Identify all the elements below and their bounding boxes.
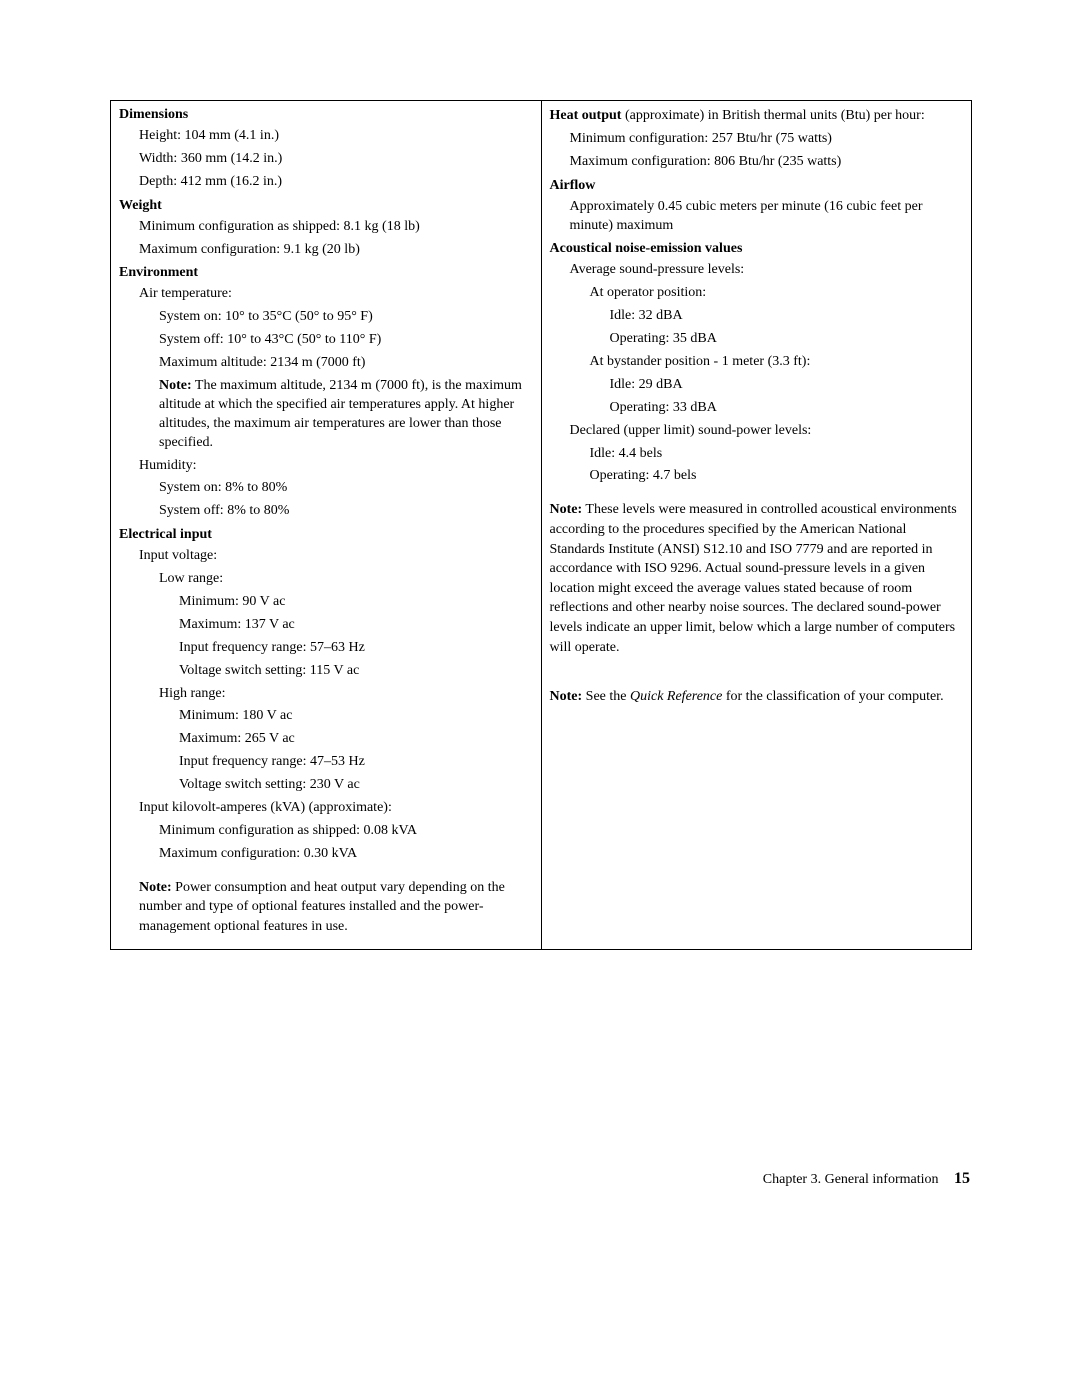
acoustic-note-text: These levels were measured in controlled… <box>550 502 957 654</box>
op-operating: Operating: 35 dBA <box>610 330 964 349</box>
spec-table: Dimensions Height: 104 mm (4.1 in.) Widt… <box>110 100 972 950</box>
input-voltage-label: Input voltage: <box>139 547 533 566</box>
by-idle: Idle: 29 dBA <box>610 376 964 395</box>
kva-label: Input kilovolt-amperes (kVA) (approximat… <box>139 799 533 818</box>
sys-off-temp: System off: 10° to 43°C (50° to 110° F) <box>159 331 533 350</box>
environment-heading: Environment <box>119 265 533 281</box>
dim-width: Width: 360 mm (14.2 in.) <box>139 150 533 169</box>
dimensions-heading: Dimensions <box>119 107 533 123</box>
by-operating: Operating: 33 dBA <box>610 399 964 418</box>
left-column: Dimensions Height: 104 mm (4.1 in.) Widt… <box>111 101 542 949</box>
heat-heading: Heat output (approximate) in British the… <box>550 107 964 126</box>
weight-max: Maximum configuration: 9.1 kg (20 lb) <box>139 241 533 260</box>
airflow-heading: Airflow <box>550 178 964 194</box>
low-range-label: Low range: <box>159 570 533 589</box>
acoustic-note-bold: Note: <box>550 502 583 517</box>
high-max: Maximum: 265 V ac <box>179 730 533 749</box>
low-switch: Voltage switch setting: 115 V ac <box>179 662 533 681</box>
high-range-label: High range: <box>159 685 533 704</box>
power-note-text: Power consumption and heat output vary d… <box>139 880 505 934</box>
heat-heading-rest: (approximate) in British thermal units (… <box>621 108 924 123</box>
high-freq: Input frequency range: 47–53 Hz <box>179 753 533 772</box>
kva-min: Minimum configuration as shipped: 0.08 k… <box>159 822 533 841</box>
electrical-heading: Electrical input <box>119 527 533 543</box>
power-note-bold: Note: <box>139 880 172 895</box>
power-note: Note: Power consumption and heat output … <box>139 878 533 937</box>
weight-heading: Weight <box>119 198 533 214</box>
decl-operating: Operating: 4.7 bels <box>590 467 964 486</box>
high-switch: Voltage switch setting: 230 V ac <box>179 776 533 795</box>
decl-idle: Idle: 4.4 bels <box>590 445 964 464</box>
dim-depth: Depth: 412 mm (16.2 in.) <box>139 173 533 192</box>
low-freq: Input frequency range: 57–63 Hz <box>179 639 533 658</box>
bystander-label: At bystander position - 1 meter (3.3 ft)… <box>590 353 964 372</box>
declared-label: Declared (upper limit) sound-power level… <box>570 422 964 441</box>
sys-on-temp: System on: 10° to 35°C (50° to 95° F) <box>159 308 533 327</box>
air-temp-label: Air temperature: <box>139 285 533 304</box>
low-max: Maximum: 137 V ac <box>179 616 533 635</box>
humidity-off: System off: 8% to 80% <box>159 502 533 521</box>
class-note-pre: See the <box>582 689 630 704</box>
footer-chapter: Chapter 3. General information <box>763 1172 939 1187</box>
weight-min: Minimum configuration as shipped: 8.1 kg… <box>139 218 533 237</box>
max-altitude: Maximum altitude: 2134 m (7000 ft) <box>159 354 533 373</box>
acoustic-heading: Acoustical noise-emission values <box>550 241 964 257</box>
kva-max: Maximum configuration: 0.30 kVA <box>159 845 533 864</box>
footer-page-number: 15 <box>954 1170 970 1187</box>
acoustic-note: Note: These levels were measured in cont… <box>550 500 964 657</box>
classification-note: Note: See the Quick Reference for the cl… <box>550 687 964 707</box>
altitude-note-text: The maximum altitude, 2134 m (7000 ft), … <box>159 378 522 450</box>
high-min: Minimum: 180 V ac <box>179 707 533 726</box>
altitude-note-bold: Note: <box>159 378 192 393</box>
page-footer: Chapter 3. General information 15 <box>110 1170 970 1188</box>
operator-label: At operator position: <box>590 284 964 303</box>
dim-height: Height: 104 mm (4.1 in.) <box>139 127 533 146</box>
right-column: Heat output (approximate) in British the… <box>542 101 972 949</box>
altitude-note: Note: The maximum altitude, 2134 m (7000… <box>159 377 533 453</box>
humidity-on: System on: 8% to 80% <box>159 479 533 498</box>
op-idle: Idle: 32 dBA <box>610 307 964 326</box>
page: Dimensions Height: 104 mm (4.1 in.) Widt… <box>0 0 1080 1248</box>
avg-label: Average sound-pressure levels: <box>570 261 964 280</box>
airflow-text: Approximately 0.45 cubic meters per minu… <box>570 198 964 236</box>
low-min: Minimum: 90 V ac <box>179 593 533 612</box>
class-note-post: for the classification of your computer. <box>722 689 943 704</box>
heat-min: Minimum configuration: 257 Btu/hr (75 wa… <box>570 130 964 149</box>
class-note-italic: Quick Reference <box>630 689 722 704</box>
heat-heading-bold: Heat output <box>550 108 622 123</box>
heat-max: Maximum configuration: 806 Btu/hr (235 w… <box>570 153 964 172</box>
class-note-bold: Note: <box>550 689 583 704</box>
humidity-label: Humidity: <box>139 457 533 476</box>
